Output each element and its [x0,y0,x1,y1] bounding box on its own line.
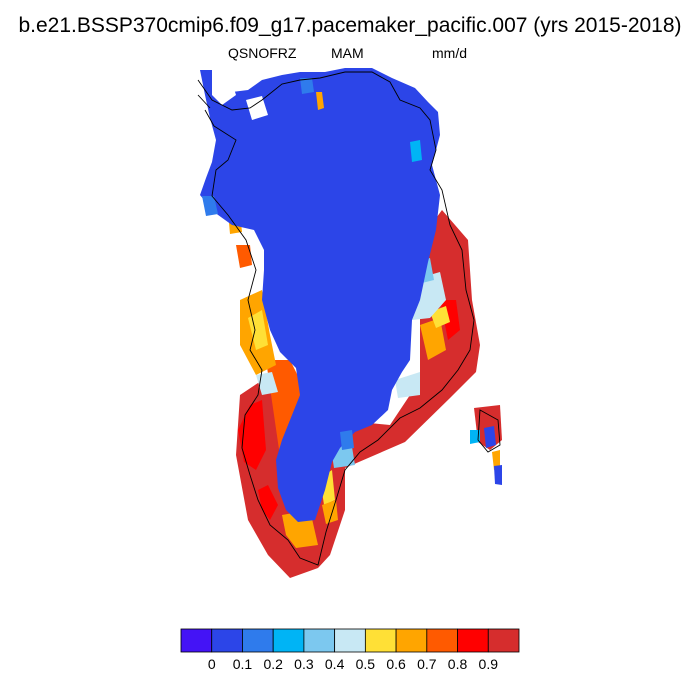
colorbar-swatch [180,628,213,653]
colorbar [180,628,520,653]
colorbar-swatch [211,628,243,653]
colorbar-swatch [487,628,520,653]
colorbar-tick-label: 0.5 [355,656,376,672]
colorbar-tick-label: 0.1 [232,656,253,672]
colorbar-swatch [242,628,274,653]
colorbar-labels: 0 0.1 0.2 0.3 0.4 0.5 0.6 0.7 0.8 0.9 [0,656,700,676]
colorbar-swatch [426,628,458,653]
coastline [197,71,501,566]
colorbar-swatch [457,628,489,653]
figure-title: b.e21.BSSP370cmip6.f09_g17.pacemaker_pac… [18,14,682,37]
units-label: mm/d [432,45,467,61]
colorbar-tick-label: 0.7 [417,656,437,672]
colorbar-swatch [272,628,305,653]
variable-label: QSNOFRZ [228,45,297,61]
colorbar-tick-label: 0.2 [263,656,283,672]
colorbar-tick-label: 0.6 [386,656,406,672]
colorbar-swatch [334,628,366,653]
map-field [200,68,502,578]
colorbar-swatch [364,628,397,653]
colorbar-swatch [395,628,428,653]
colorbar-tick-label: 0 [207,656,216,672]
colorbar-tick-label: 0.4 [324,656,345,672]
colorbar-swatch [303,628,336,653]
colorbar-tick-label: 0.3 [294,656,314,672]
season-label: MAM [331,45,364,61]
colorbar-tick-label: 0.9 [478,656,498,672]
colorbar-tick-label: 0.8 [447,656,468,672]
